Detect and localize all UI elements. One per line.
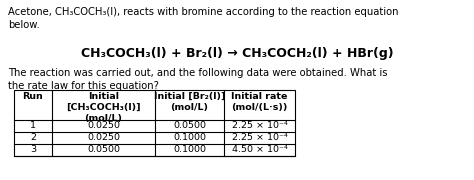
Text: 0.0500: 0.0500 <box>173 121 206 130</box>
Text: Acetone, CH₃COCH₃(l), reacts with bromine according to the reaction equation
bel: Acetone, CH₃COCH₃(l), reacts with bromin… <box>8 7 399 30</box>
Text: 4.50 × 10⁻⁴: 4.50 × 10⁻⁴ <box>232 145 287 154</box>
Text: The reaction was carried out, and the following data were obtained. What is
the : The reaction was carried out, and the fo… <box>8 68 388 91</box>
Text: Initial
[CH₃COCH₃(l)]
(mol/L): Initial [CH₃COCH₃(l)] (mol/L) <box>66 92 141 123</box>
Text: 2.25 × 10⁻⁴: 2.25 × 10⁻⁴ <box>232 133 287 142</box>
Text: Run: Run <box>23 92 44 101</box>
Text: Initial [Br₂(l)]
(mol/L): Initial [Br₂(l)] (mol/L) <box>154 92 225 112</box>
Text: 1: 1 <box>30 121 36 130</box>
Text: CH₃COCH₃(l) + Br₂(l) → CH₃COCH₂(l) + HBr(g): CH₃COCH₃(l) + Br₂(l) → CH₃COCH₂(l) + HBr… <box>81 47 393 60</box>
Text: 0.1000: 0.1000 <box>173 133 206 142</box>
Text: 0.1000: 0.1000 <box>173 145 206 154</box>
Text: 3: 3 <box>30 145 36 154</box>
Text: 0.0500: 0.0500 <box>87 145 120 154</box>
Text: 2: 2 <box>30 133 36 142</box>
Text: Initial rate
(mol/(L·s)): Initial rate (mol/(L·s)) <box>231 92 288 112</box>
Text: 0.0250: 0.0250 <box>87 133 120 142</box>
Text: 0.0250: 0.0250 <box>87 121 120 130</box>
Text: 2.25 × 10⁻⁴: 2.25 × 10⁻⁴ <box>232 121 287 130</box>
